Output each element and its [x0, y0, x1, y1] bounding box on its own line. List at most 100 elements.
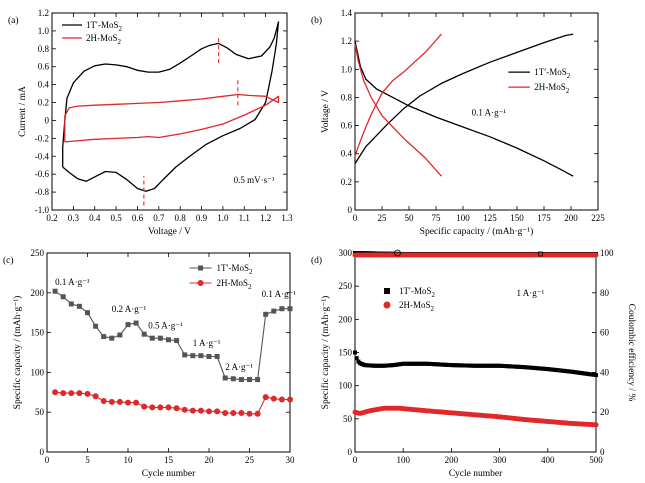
y-tick-label: 150 — [31, 328, 45, 338]
y-tick-label: 0.2 — [341, 177, 352, 187]
scan-rate-annotation: 0.5 mV·s⁻¹ — [234, 175, 275, 185]
y2-tick-label: 40 — [600, 367, 610, 377]
rate-label: 0.2 A·g⁻¹ — [112, 304, 147, 314]
y-tick-label: 250 — [31, 248, 45, 258]
data-point — [238, 377, 244, 383]
legend-label: 1T′-MoS2 — [399, 286, 435, 299]
legend-label-sub: 2 — [567, 72, 571, 80]
y-tick-label: 0 — [348, 205, 353, 215]
legend-label-base: 2H-MoS — [399, 300, 431, 310]
data-point — [279, 306, 285, 312]
x-tick-label: 25 — [245, 455, 255, 465]
data-point — [230, 376, 236, 382]
legend-marker — [197, 280, 204, 286]
data-point — [246, 410, 253, 417]
y-tick-label: 0.6 — [341, 121, 353, 131]
panel-label: (b) — [311, 15, 322, 26]
legend-label: 2H-MoS2 — [217, 278, 253, 291]
x-tick-label: 175 — [537, 213, 551, 223]
y-tick-label: 0.4 — [38, 80, 50, 90]
series-line — [55, 391, 290, 415]
data-point — [133, 399, 140, 406]
data-point — [52, 389, 59, 396]
data-point — [354, 356, 359, 361]
y-tick-label: 50 — [35, 407, 45, 417]
x-tick-label: 0.7 — [153, 213, 165, 223]
data-point — [206, 353, 212, 359]
data-point — [157, 404, 164, 411]
y-tick-label: 1.2 — [341, 36, 352, 46]
y-tick-label: 1.2 — [38, 8, 49, 18]
y-tick-label: 1.0 — [341, 64, 353, 74]
panel-a: 0.2 0.3 0.4 0.5 0.6 0.7 0.8 0.9 1.0 1.1 1.2 1.3 -1.0… — [8, 8, 293, 237]
y-tick-label: 250 — [339, 281, 353, 291]
data-point — [125, 322, 131, 328]
legend-label-base: 1T′-MoS — [217, 263, 249, 273]
legend-label-base: 1T′-MoS — [534, 67, 566, 77]
x-tick-label: 0.9 — [196, 213, 208, 223]
data-point — [271, 308, 277, 314]
x-tick-label: 1.2 — [260, 213, 271, 223]
data-point — [84, 390, 91, 397]
data-point — [190, 353, 196, 359]
data-point — [173, 405, 180, 412]
panel-c: 0 5 10 15 20 25 30 0 50 100 150 200 250 Cycle number S… — [3, 248, 296, 479]
y-tick-label: 0.8 — [341, 92, 353, 102]
data-point — [52, 288, 58, 294]
legend-marker — [383, 301, 391, 309]
legend-label: 2H-MoS2 — [86, 33, 122, 46]
y-tick-label: 100 — [339, 381, 353, 391]
data-point — [594, 373, 598, 378]
y-tick-label: 100 — [31, 367, 45, 377]
y2-tick-label: 0 — [600, 447, 605, 457]
y-tick-label: 0 — [348, 447, 353, 457]
legend-label: 1T′-MoS2 — [86, 20, 122, 33]
data-point — [109, 335, 115, 341]
data-point — [189, 407, 196, 414]
x-tick-label: 300 — [493, 455, 507, 465]
x-tick-label: 30 — [286, 455, 296, 465]
data-point — [92, 393, 99, 400]
y-tick-label: -0.6 — [35, 169, 50, 179]
y2-axis-label: Coulombic efficiency / % — [626, 304, 637, 402]
rate-label: 0.1 A·g⁻¹ — [55, 277, 90, 287]
y-tick-label: 0.4 — [341, 149, 353, 159]
y-tick-label: 1.4 — [341, 8, 353, 18]
data-point — [214, 408, 221, 415]
legend-label-sub: 2 — [566, 87, 570, 95]
y-tick-label: -0.2 — [35, 133, 49, 143]
y-tick-label: 1.0 — [38, 26, 50, 36]
y-axis-label: Voltage / V — [321, 90, 331, 133]
y-tick-label: 200 — [339, 314, 353, 324]
legend-label: 1T′-MoS2 — [217, 263, 253, 276]
panel-d: 0 100 200 300 400 500050100150200250300020406… — [311, 248, 637, 479]
x-tick-label: 0.5 — [110, 213, 122, 223]
legend-label-sub: 2 — [431, 305, 435, 313]
x-tick-label: 0.8 — [175, 213, 187, 223]
data-point — [149, 404, 156, 411]
y-axis-label: Specific capacity / (mAh·g⁻¹) — [12, 296, 23, 410]
data-point — [287, 396, 293, 403]
y-tick-label: -1.0 — [35, 205, 50, 215]
x-axis-label: Cycle number — [142, 469, 196, 479]
series-line-1t-mos2 — [62, 21, 280, 192]
data-point — [353, 350, 357, 355]
y-tick-label: 0 — [40, 447, 45, 457]
x-tick-label: 100 — [396, 455, 410, 465]
x-tick-label: 0 — [45, 455, 50, 465]
x-tick-label: 500 — [589, 455, 603, 465]
data-point — [117, 332, 123, 338]
series-line-1 — [354, 33, 574, 164]
data-point — [197, 407, 204, 414]
data-point — [133, 320, 139, 326]
data-point — [198, 353, 204, 359]
x-tick-label: 125 — [483, 213, 497, 223]
rate-label: 0.5 A·g⁻¹ — [148, 321, 183, 331]
rate-label: 2 A·g⁻¹ — [225, 362, 253, 372]
series-line — [54, 290, 290, 381]
series-line-2 — [354, 43, 442, 177]
y-tick-label: 50 — [343, 414, 353, 424]
legend-label: 2H-MoS2 — [534, 82, 570, 95]
legend-label-sub: 2 — [431, 291, 435, 299]
data-point — [166, 337, 171, 343]
